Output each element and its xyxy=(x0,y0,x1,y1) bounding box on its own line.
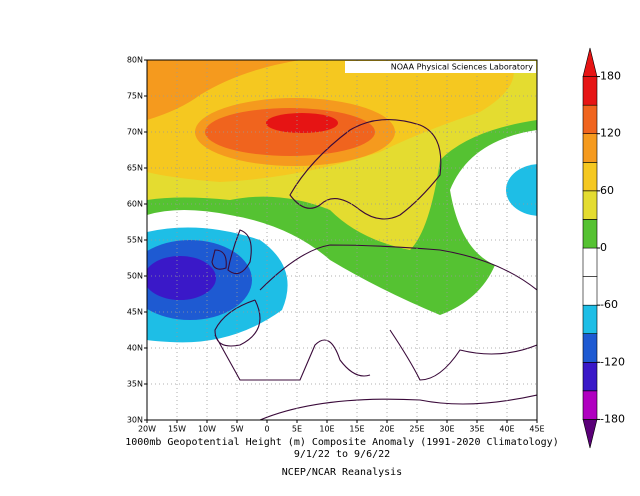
lat-label: 70N xyxy=(127,128,143,137)
lat-label: 45N xyxy=(127,308,143,317)
colorbar-segment xyxy=(582,161,598,192)
colorbar-segment xyxy=(582,333,598,363)
lon-label: 20W xyxy=(138,425,156,434)
colorbar-segment xyxy=(582,104,598,135)
lon-label: 15W xyxy=(168,425,186,434)
map-frame xyxy=(146,59,538,421)
lat-label: 75N xyxy=(127,92,143,101)
lon-label: 35E xyxy=(469,425,484,434)
lon-label: 15E xyxy=(349,425,364,434)
lon-label: 5W xyxy=(231,425,244,434)
lon-label: 40E xyxy=(499,425,514,434)
colorbar-segment xyxy=(582,247,598,277)
lon-label: 5E xyxy=(292,425,302,434)
colorbar-segment xyxy=(582,361,598,392)
colorbar-segment xyxy=(582,276,598,306)
colorbar-label: 180 xyxy=(600,70,621,83)
graticule: 30N 35N 40N 45N 50N 55N 60N 65N 70N 75N 80N 20W 15W 1… xyxy=(127,56,545,434)
header: NOAA Physical Sciences Laboratory xyxy=(391,63,534,72)
lat-label: 30N xyxy=(127,416,143,425)
lon-label: 10E xyxy=(319,425,334,434)
lat-label: 60N xyxy=(127,200,143,209)
lat-label: 55N xyxy=(127,236,143,245)
caption: 1000mb Geopotential Height (m) Composite… xyxy=(125,437,558,448)
lat-label: 80N xyxy=(127,56,143,65)
colorbar-label: -120 xyxy=(600,355,625,368)
colorbar-segment xyxy=(582,219,598,249)
lat-label: 50N xyxy=(127,272,143,281)
lon-label: 30E xyxy=(439,425,454,434)
header-box xyxy=(345,61,536,73)
colorbar-segment xyxy=(582,390,598,420)
colorbar-segment xyxy=(582,47,598,77)
coastlines xyxy=(211,119,537,420)
colorbar-segment xyxy=(582,133,598,163)
lat-label: 65N xyxy=(127,164,143,173)
lon-label: 20E xyxy=(379,425,394,434)
colorbar-segment xyxy=(582,190,598,220)
lon-label: 45E xyxy=(529,425,544,434)
colorbar-label: -60 xyxy=(600,298,618,311)
lon-label: 25E xyxy=(409,425,424,434)
colorbar-label: 60 xyxy=(600,184,614,197)
colorbar: 180 120 60 0 -60 -120 -180 xyxy=(582,47,625,449)
caption: 9/1/22 to 9/6/22 xyxy=(294,449,390,460)
colorbar-segment xyxy=(582,419,598,449)
colorbar-label: 0 xyxy=(600,241,607,254)
colorbar-label: -180 xyxy=(600,412,625,425)
map-field xyxy=(147,60,537,420)
colorbar-segment xyxy=(582,76,598,106)
source: NCEP/NCAR Reanalysis xyxy=(282,467,402,478)
colorbar-segment xyxy=(582,304,598,335)
lat-label: 40N xyxy=(127,344,143,353)
colorbar-label: 120 xyxy=(600,127,621,140)
lat-label: 35N xyxy=(127,380,143,389)
lon-label: 10W xyxy=(198,425,216,434)
lon-label: 0 xyxy=(264,425,269,434)
